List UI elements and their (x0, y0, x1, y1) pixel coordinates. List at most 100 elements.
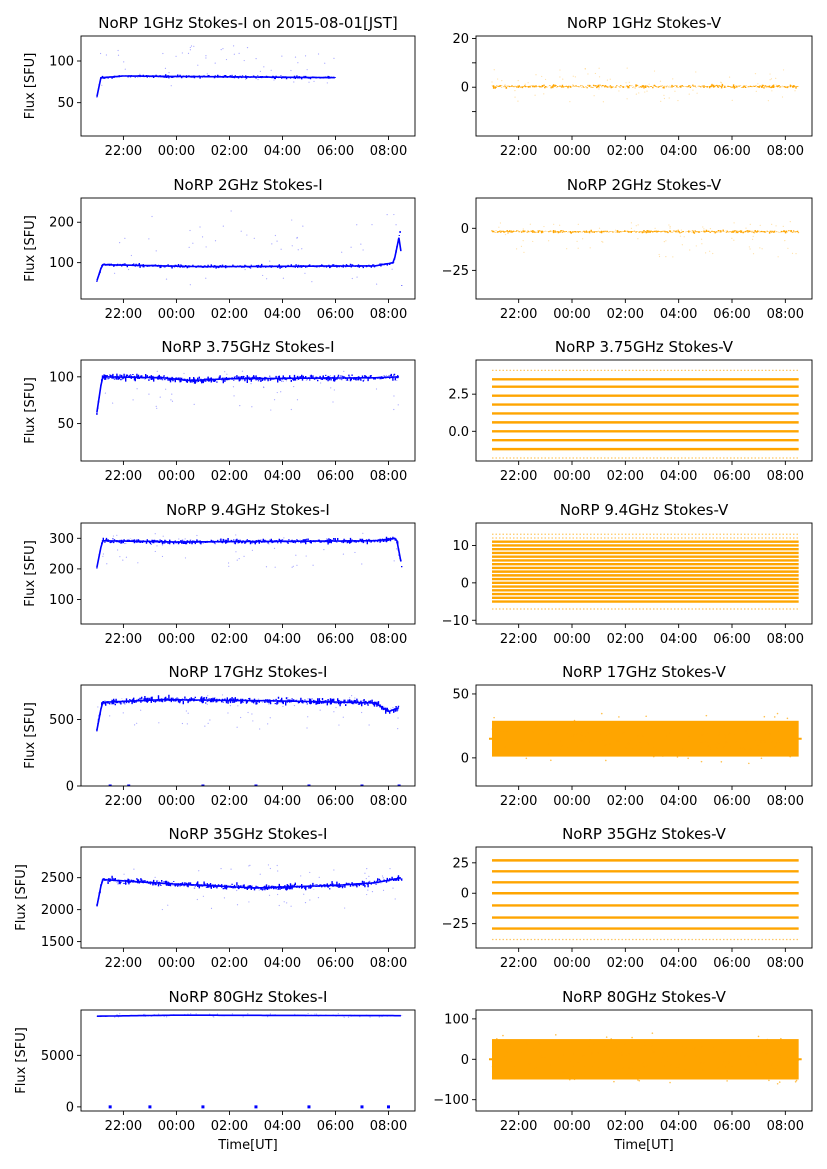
scatter-point (330, 387, 332, 389)
scatter-point (620, 750, 623, 753)
scatter-point (498, 226, 500, 228)
scatter-point (628, 81, 630, 83)
scatter-point (638, 92, 640, 94)
scatter-point (576, 240, 578, 242)
scatter-point (515, 740, 517, 743)
scatter-point (347, 1016, 350, 1018)
scatter-point (722, 733, 725, 736)
scatter-point (290, 408, 292, 411)
scatter-point (505, 1073, 507, 1076)
scatter-point (747, 1046, 750, 1048)
scatter-point (649, 739, 651, 742)
scatter-point (651, 1045, 654, 1047)
scatter-point (582, 1055, 585, 1057)
scatter-point (669, 736, 672, 739)
y-tick-label: 0 (461, 81, 469, 96)
scatter-point (631, 1061, 634, 1064)
scatter-point (669, 1075, 672, 1077)
scatter-point (660, 100, 662, 102)
scatter-point (123, 542, 126, 545)
scatter-point (295, 554, 297, 556)
scatter-point (709, 228, 712, 230)
scatter-point (720, 760, 723, 763)
scatter-point (493, 69, 495, 71)
y-tick-label: −25 (442, 917, 469, 932)
scatter-point (728, 733, 731, 736)
scatter-point (243, 59, 245, 62)
x-tick-label: 08:00 (767, 794, 804, 809)
scatter-point (587, 732, 589, 734)
scatter-point (618, 90, 620, 92)
scatter-point (548, 240, 550, 242)
panel-1GHz-stokes-i: NoRP 1GHz Stokes-I on 2015-08-01[JST] 50 1… (23, 14, 416, 159)
plot-area (96, 532, 403, 569)
scatter-point (520, 245, 523, 247)
scatter-point (393, 408, 395, 411)
scatter-point (631, 1036, 633, 1039)
scatter-point (563, 1053, 565, 1056)
scatter-point (154, 876, 156, 878)
scatter-point (230, 210, 232, 212)
scatter-point (647, 741, 650, 744)
scatter-point (738, 1063, 741, 1066)
scatter-point (270, 69, 272, 71)
scatter-point (537, 1056, 539, 1059)
scatter-point (317, 897, 320, 899)
scatter-point (382, 889, 385, 891)
scatter-point (584, 1054, 586, 1056)
scatter-point (777, 728, 780, 731)
scatter-point (523, 736, 526, 739)
scatter-point (789, 221, 791, 223)
scatter-point (606, 79, 609, 81)
scatter-point (784, 240, 786, 242)
scatter-point (512, 740, 515, 743)
scatter-point (236, 904, 239, 906)
scatter-point (602, 101, 604, 103)
scatter-point (527, 1074, 530, 1077)
x-tick-label: 04:00 (264, 144, 301, 159)
scatter-point (786, 717, 789, 720)
scatter-point (267, 864, 270, 866)
scatter-point (618, 716, 620, 718)
scatter-point (658, 1066, 661, 1068)
scatter-point (575, 1061, 578, 1063)
scatter-point (304, 55, 307, 57)
scatter-point (695, 245, 697, 247)
scatter-point (586, 729, 589, 732)
panel-title: NoRP 3.75GHz Stokes-V (555, 338, 734, 356)
scatter-point (492, 745, 495, 747)
scatter-point (259, 70, 261, 73)
x-tick-label: 00:00 (158, 794, 195, 809)
scatter-point (774, 746, 777, 749)
scatter-point (496, 1037, 498, 1040)
dropout-point (201, 784, 205, 786)
scatter-point (633, 740, 636, 742)
scatter-point (393, 213, 395, 216)
scatter-point (630, 222, 633, 224)
scatter-point (694, 1055, 697, 1058)
scatter-point (724, 724, 727, 727)
scatter-point (694, 1061, 697, 1064)
scatter-point (661, 1061, 664, 1064)
scatter-point (154, 533, 156, 535)
scatter-point (626, 67, 628, 69)
scatter-point (502, 1063, 504, 1066)
scatter-point (642, 735, 644, 738)
scatter-point (317, 53, 320, 55)
panel-title: NoRP 35GHz Stokes-I (169, 825, 328, 843)
scatter-point (156, 407, 158, 409)
scatter-point (567, 1057, 570, 1059)
scatter-point (494, 742, 497, 745)
scatter-point (593, 1062, 595, 1064)
scatter-point (588, 1046, 590, 1049)
scatter-point (571, 1065, 574, 1068)
panel-title: NoRP 3.75GHz Stokes-I (161, 338, 334, 356)
scatter-point (638, 1079, 641, 1082)
scatter-point (537, 722, 539, 725)
scatter-point (225, 58, 228, 61)
scatter-point (368, 724, 370, 726)
x-tick-label: 04:00 (660, 144, 697, 159)
scatter-point (238, 558, 240, 560)
scatter-point (235, 534, 237, 536)
x-tick-label: 06:00 (317, 632, 354, 647)
